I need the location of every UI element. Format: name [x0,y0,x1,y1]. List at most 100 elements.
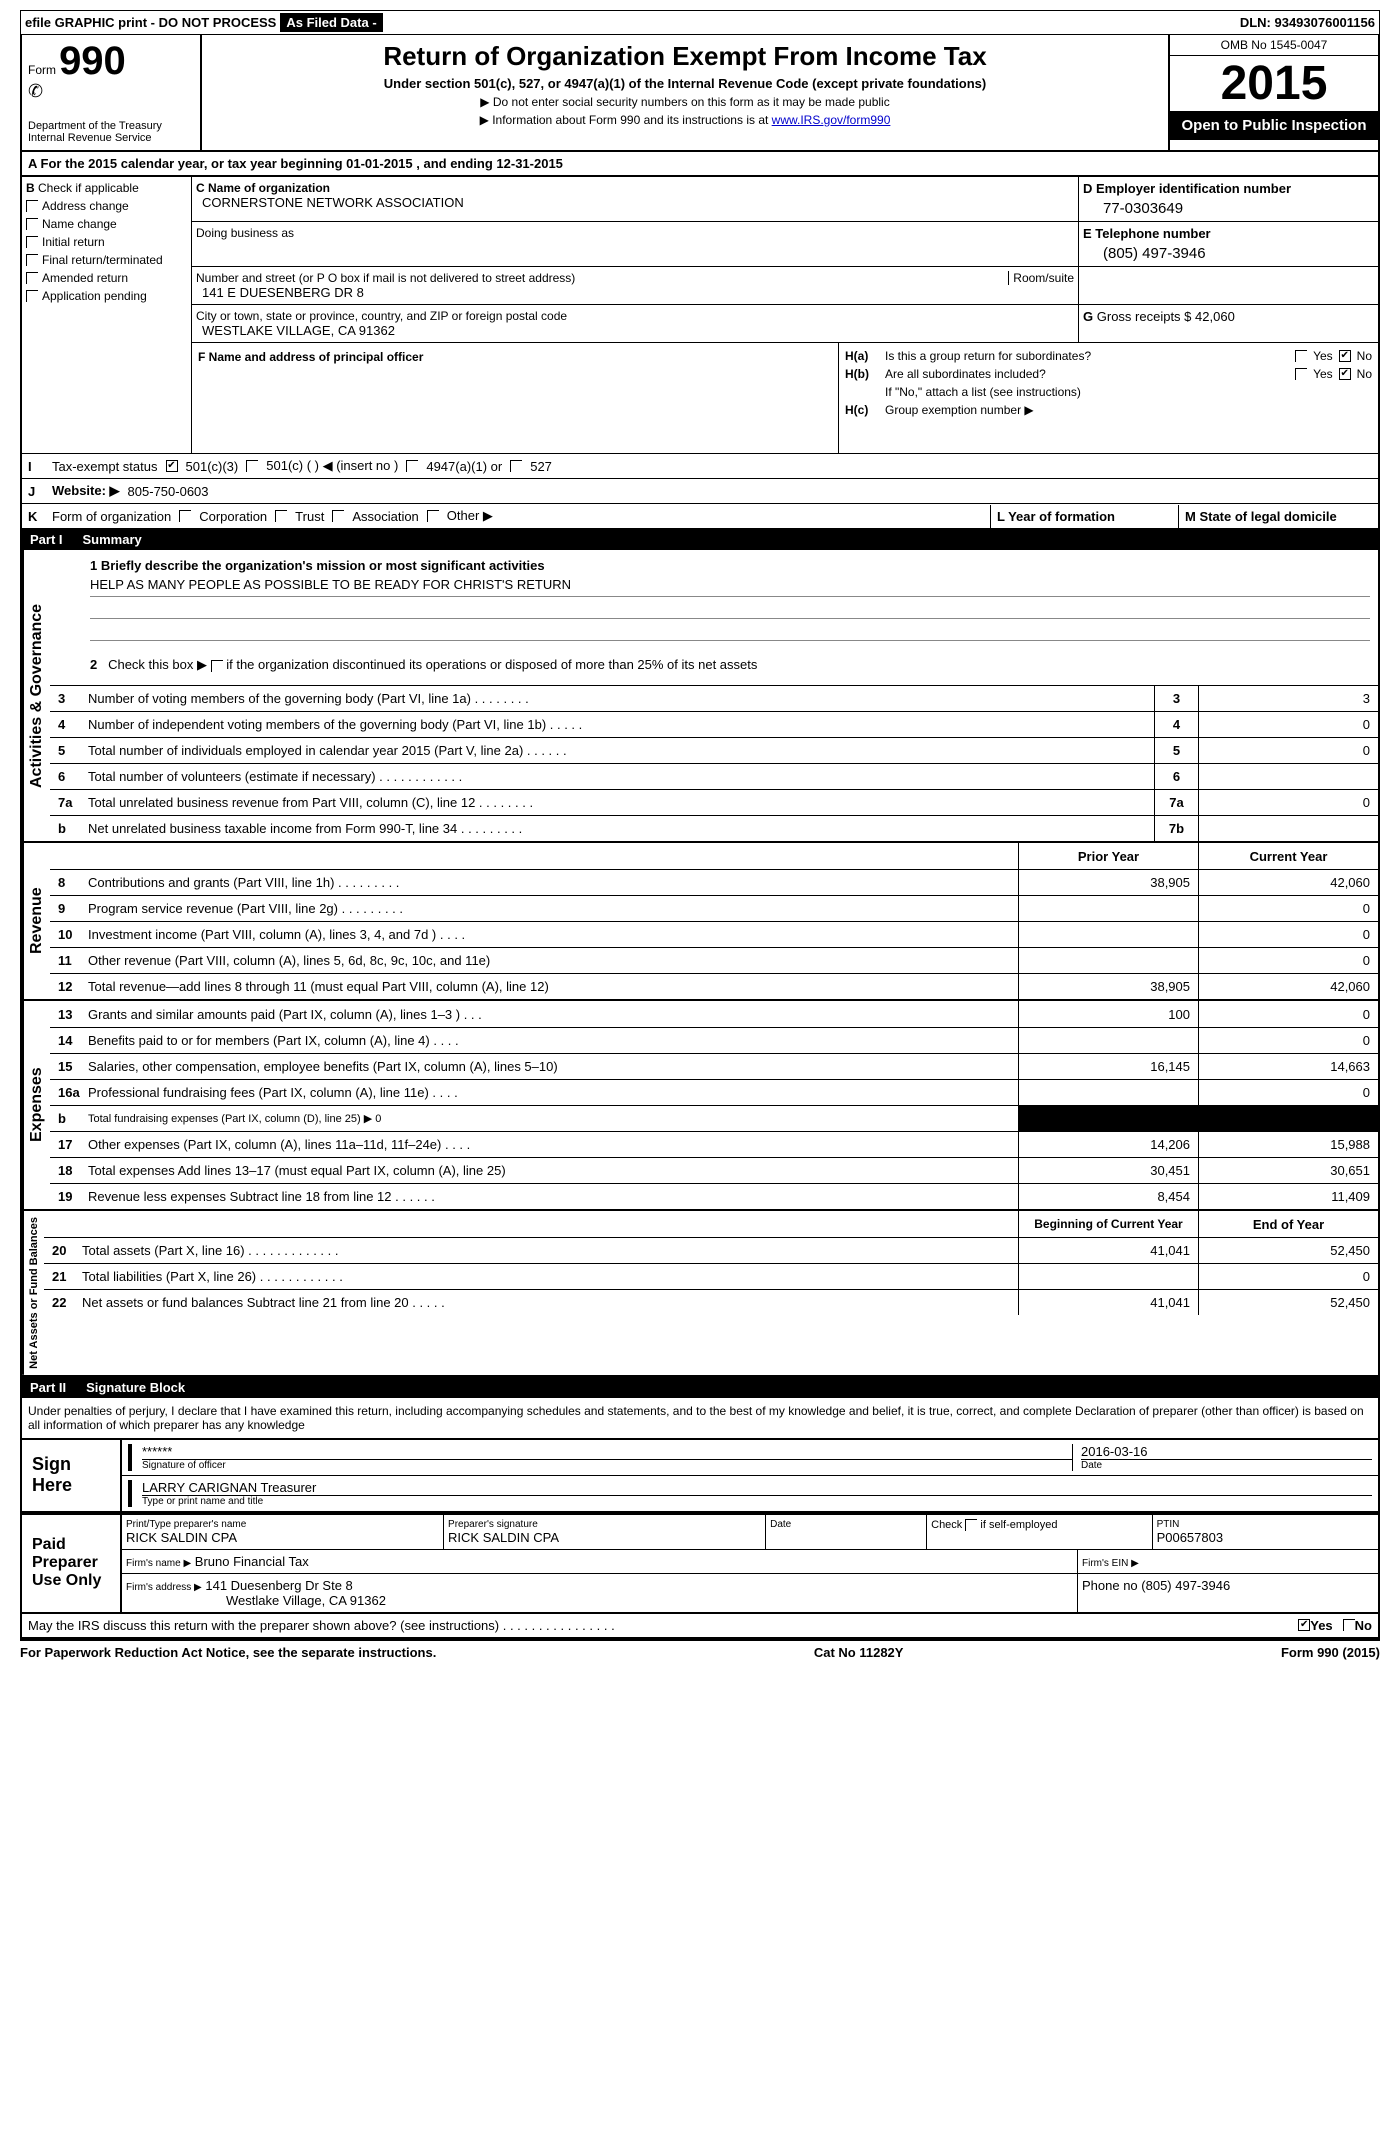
as-filed-badge: As Filed Data - [280,13,382,32]
treasury-label: Department of the Treasury [28,120,194,132]
ein-value: 77-0303649 [1083,196,1374,217]
section-CDEFG: C Name of organization CORNERSTONE NETWO… [192,177,1378,453]
mission-area: 1 Briefly describe the organization's mi… [50,550,1378,685]
efile-warning: efile GRAPHIC print - DO NOT PROCESS [25,15,276,30]
checkbox-icon[interactable] [510,460,522,472]
checkbox-icon[interactable] [1339,350,1351,362]
checkbox-icon[interactable] [1298,1619,1310,1631]
form-note-1: ▶ Do not enter social security numbers o… [214,95,1156,109]
preparer-name: RICK SALDIN CPA [126,1530,439,1545]
line-L: L Year of formation [990,505,1170,528]
efile-icon: ✆ [28,81,194,102]
checkbox-icon[interactable] [1295,350,1307,362]
table-row: 4Number of independent voting members of… [50,711,1378,737]
dba-cell: Doing business as [192,222,1078,266]
open-to-public-badge: Open to Public Inspection [1170,111,1378,140]
part-I-header: Part I Summary [20,529,1380,550]
activities-governance-block: Activities & Governance 1 Briefly descri… [20,550,1380,843]
page-footer: For Paperwork Reduction Act Notice, see … [20,1639,1380,1660]
paid-preparer-block: Paid Preparer Use Only Print/Type prepar… [20,1513,1380,1614]
chk-address-change[interactable]: Address change [26,199,187,213]
sign-here-block: Sign Here ****** Signature of officer 20… [20,1438,1380,1513]
officer-name: LARRY CARIGNAN Treasurer [142,1480,1372,1495]
table-row: 15Salaries, other compensation, employee… [50,1053,1378,1079]
chk-amended-return[interactable]: Amended return [26,271,187,285]
checkbox-icon[interactable] [406,460,418,472]
checkbox-icon [26,272,38,284]
table-row: 10Investment income (Part VIII, column (… [50,921,1378,947]
col-prior-year: Prior Year [1018,843,1198,869]
website-value: 805-750-0603 [128,484,209,499]
chk-name-change[interactable]: Name change [26,217,187,231]
table-row: 5Total number of individuals employed in… [50,737,1378,763]
omb-number: OMB No 1545-0047 [1170,35,1378,56]
col-current-year: Current Year [1198,843,1378,869]
irs-discuss-row: May the IRS discuss this return with the… [20,1614,1380,1639]
checkbox-icon [26,218,38,230]
checkbox-icon[interactable] [1295,368,1307,380]
line-J: J Website: ▶ 805-750-0603 [20,479,1380,504]
table-row: 19Revenue less expenses Subtract line 18… [50,1183,1378,1209]
top-bar: efile GRAPHIC print - DO NOT PROCESS As … [20,10,1380,35]
checkbox-icon[interactable] [211,660,223,672]
form-id-block: Form 990 ✆ Department of the Treasury In… [22,35,202,150]
table-row: 22Net assets or fund balances Subtract l… [44,1289,1378,1315]
table-row: 18Total expenses Add lines 13–17 (must e… [50,1157,1378,1183]
checkbox-icon[interactable] [179,510,191,522]
checkbox-icon[interactable] [1343,1619,1355,1631]
form-title-block: Return of Organization Exempt From Incom… [202,35,1168,150]
table-row: 17Other expenses (Part IX, column (A), l… [50,1131,1378,1157]
footer-left: For Paperwork Reduction Act Notice, see … [20,1645,436,1660]
firm-name: Bruno Financial Tax [195,1554,309,1569]
table-row: 8Contributions and grants (Part VIII, li… [50,869,1378,895]
checkbox-icon[interactable] [275,510,287,522]
tax-year: 2015 [1170,56,1378,111]
city-value: WESTLAKE VILLAGE, CA 91362 [196,323,1074,338]
table-row: 20Total assets (Part X, line 16) . . . .… [44,1237,1378,1263]
checkbox-icon[interactable] [166,460,178,472]
checkbox-icon[interactable] [965,1519,977,1531]
firm-phone: Phone no (805) 497-3946 [1082,1578,1230,1593]
entity-info: B Check if applicable Address change Nam… [20,177,1380,454]
checkbox-icon[interactable] [427,510,439,522]
footer-right: Form 990 (2015) [1281,1645,1380,1660]
section-B: B Check if applicable Address change Nam… [22,177,192,453]
vtab-net-assets: Net Assets or Fund Balances [22,1211,44,1375]
line-M: M State of legal domicile [1178,505,1378,528]
form-note-2: ▶ Information about Form 990 and its ins… [214,113,1156,127]
line-K: K Form of organization Corporation Trust… [20,504,1380,529]
phone-cell: E Telephone number (805) 497-3946 [1078,222,1378,266]
street-value: 141 E DUESENBERG DR 8 [196,285,1074,300]
chk-final-return[interactable]: Final return/terminated [26,253,187,267]
vtab-expenses: Expenses [22,1001,50,1209]
irs-label: Internal Revenue Service [28,132,194,144]
firm-address: 141 Duesenberg Dr Ste 8 [205,1578,352,1593]
table-row: 14Benefits paid to or for members (Part … [50,1027,1378,1053]
line-A: A For the 2015 calendar year, or tax yea… [20,152,1380,177]
table-row: bTotal fundraising expenses (Part IX, co… [50,1105,1378,1131]
checkbox-icon[interactable] [246,460,258,472]
preparer-signature: RICK SALDIN CPA [448,1530,761,1545]
table-row: 7aTotal unrelated business revenue from … [50,789,1378,815]
table-row: 16aProfessional fundraising fees (Part I… [50,1079,1378,1105]
firm-address-2: Westlake Village, CA 91362 [126,1593,1073,1608]
street-cell: Number and street (or P O box if mail is… [192,267,1078,304]
col-end-year: End of Year [1198,1211,1378,1237]
irs-link[interactable]: www.IRS.gov/form990 [772,113,891,127]
gross-receipts-value: 42,060 [1195,309,1235,324]
chk-application-pending[interactable]: Application pending [26,289,187,303]
city-cell: City or town, state or province, country… [192,305,1078,342]
table-row: 3Number of voting members of the governi… [50,685,1378,711]
form-title: Return of Organization Exempt From Incom… [214,41,1156,72]
omb-block: OMB No 1545-0047 2015 Open to Public Ins… [1168,35,1378,150]
officer-signature: ****** [142,1444,1072,1459]
checkbox-icon [26,254,38,266]
mission-text: HELP AS MANY PEOPLE AS POSSIBLE TO BE RE… [90,573,1370,597]
chk-initial-return[interactable]: Initial return [26,235,187,249]
table-row: bNet unrelated business taxable income f… [50,815,1378,841]
vtab-revenue: Revenue [22,843,50,999]
table-row: 12Total revenue—add lines 8 through 11 (… [50,973,1378,999]
checkbox-icon[interactable] [1339,368,1351,380]
checkbox-icon[interactable] [332,510,344,522]
table-row: 11Other revenue (Part VIII, column (A), … [50,947,1378,973]
